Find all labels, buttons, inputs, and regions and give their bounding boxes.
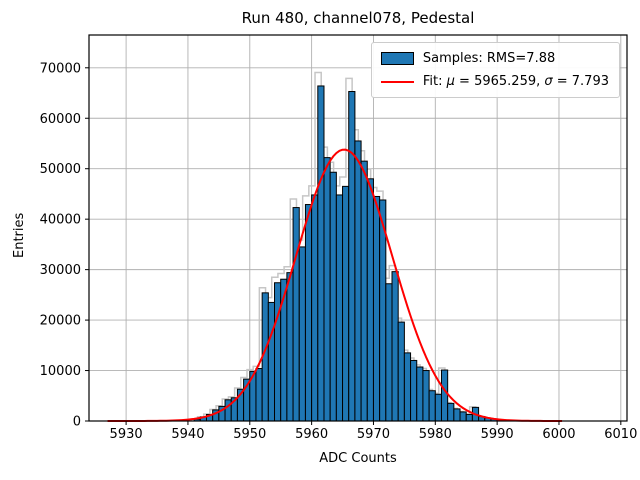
y-tick-label: 40000 xyxy=(40,213,81,228)
histogram-bar xyxy=(391,271,399,422)
fit-line-icon xyxy=(380,80,414,83)
y-tick-label: 30000 xyxy=(40,263,81,278)
histogram-bar xyxy=(385,283,393,422)
histogram-bar xyxy=(298,246,306,422)
histogram-bar xyxy=(428,390,436,422)
x-tick-label: 5930 xyxy=(110,427,143,442)
y-tick-label: 0 xyxy=(73,415,81,430)
histogram-bar xyxy=(410,359,418,422)
histogram-bar xyxy=(280,278,288,422)
x-axis-label: ADC Counts xyxy=(319,451,397,466)
legend-fit-label: Fit: μ = 5965.259, σ = 7.793 xyxy=(422,74,609,89)
histogram-bar xyxy=(416,366,424,422)
histogram-bar xyxy=(403,352,412,422)
histogram-bar xyxy=(304,204,313,422)
x-tick-label: 5990 xyxy=(481,427,514,442)
histogram-bar xyxy=(434,393,442,422)
histogram-bar xyxy=(397,321,405,422)
histogram-bar xyxy=(286,272,294,422)
histogram-bar xyxy=(348,91,356,422)
histogram-bar xyxy=(459,411,467,422)
x-tick-label: 6000 xyxy=(542,427,575,442)
histogram-bar xyxy=(317,85,325,422)
y-tick-label: 10000 xyxy=(40,364,81,379)
x-tick-label: 5940 xyxy=(171,427,204,442)
legend-item-samples: Samples: RMS=7.88 xyxy=(380,47,609,70)
y-tick-label: 20000 xyxy=(40,314,81,329)
histogram-bar xyxy=(292,207,300,422)
histogram-bar xyxy=(440,369,449,422)
y-tick-label: 60000 xyxy=(40,112,81,127)
histogram-bar xyxy=(354,140,362,422)
histogram-bar xyxy=(453,408,461,422)
y-ticks: 0 10000 20000 30000 40000 50000 60000 70000 xyxy=(40,61,89,430)
histogram-bar xyxy=(311,194,319,422)
histogram-bar xyxy=(372,195,381,422)
histogram-bar xyxy=(274,282,282,422)
histogram-bar xyxy=(335,194,344,422)
histogram-bar xyxy=(342,185,350,422)
legend-samples-label: Samples: RMS=7.88 xyxy=(422,51,556,66)
chart-title: Run 480, channel078, Pedestal xyxy=(241,9,475,27)
samples-swatch-icon xyxy=(380,52,414,65)
legend: Samples: RMS=7.88 Fit: μ = 5965.259, σ =… xyxy=(370,42,620,98)
axes-spines xyxy=(88,34,628,422)
histogram-bar xyxy=(360,160,368,422)
x-tick-label: 6010 xyxy=(604,427,637,442)
histogram-bar xyxy=(447,402,455,422)
histogram-bar xyxy=(366,178,374,422)
histogram-bar xyxy=(329,171,337,422)
legend-item-fit: Fit: μ = 5965.259, σ = 7.793 xyxy=(380,70,609,93)
y-tick-label: 70000 xyxy=(40,61,81,76)
x-tick-label: 5960 xyxy=(295,427,328,442)
histogram-bar xyxy=(422,370,430,422)
histogram-bar xyxy=(267,301,276,422)
x-tick-label: 5970 xyxy=(357,427,390,442)
histogram-bar xyxy=(465,413,473,422)
x-tick-label: 5950 xyxy=(233,427,266,442)
y-axis-label: Entries xyxy=(12,212,27,258)
histogram-bar xyxy=(255,368,263,422)
x-ticks: 5930 5940 5950 5960 5970 5980 5990 6000 6010 xyxy=(110,421,637,442)
histogram-bar xyxy=(323,157,331,422)
histogram-bar xyxy=(224,399,232,422)
x-tick-label: 5980 xyxy=(419,427,452,442)
y-tick-label: 50000 xyxy=(40,162,81,177)
fit-curve xyxy=(107,148,563,422)
